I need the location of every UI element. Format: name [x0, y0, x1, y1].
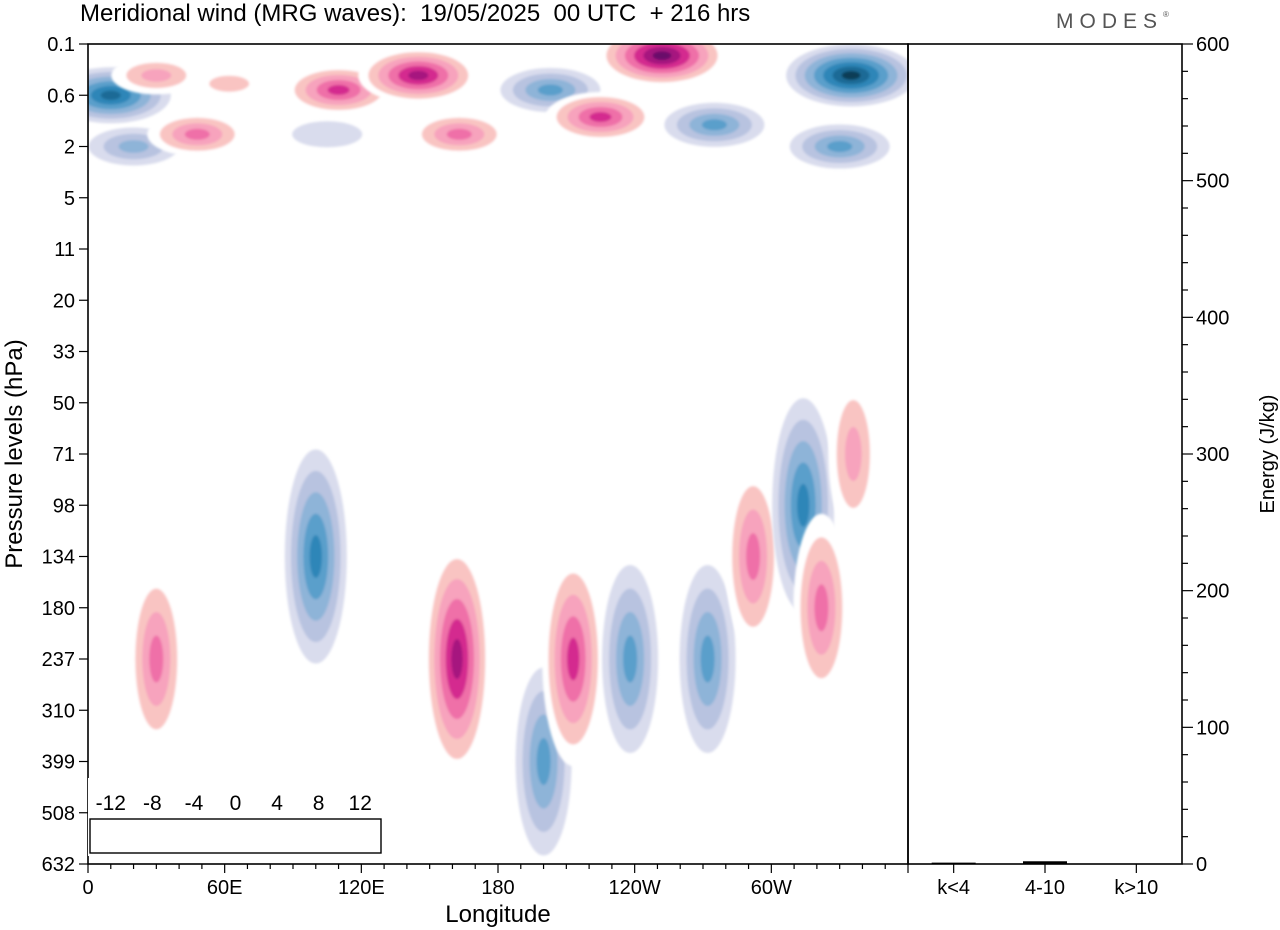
- contour-band: [408, 71, 428, 80]
- energy-category-label: 4-10: [1025, 877, 1065, 899]
- heatmap-anomaly-14: [786, 44, 916, 106]
- heatmap-anomaly-15: [790, 125, 890, 169]
- y-tick-label: 237: [42, 649, 75, 671]
- heatmap-anomaly-16: [128, 565, 184, 753]
- y-tick-label: 632: [42, 854, 75, 876]
- heatmap-plot-area: [51, 25, 916, 864]
- energy-tick-label: 600: [1196, 34, 1229, 56]
- colorbar-label: 0: [230, 792, 242, 815]
- y-tick-label: 71: [53, 444, 75, 466]
- contour-band: [149, 636, 163, 683]
- heatmap-anomaly-22: [680, 565, 736, 753]
- contour-band: [653, 51, 672, 60]
- y-tick-label: 0.1: [47, 34, 75, 56]
- contour-band: [797, 484, 809, 527]
- heatmap-anomaly-25: [793, 514, 849, 702]
- y-tick-label: 134: [42, 547, 75, 569]
- contour-band: [292, 121, 362, 147]
- x-tick-label: 120W: [609, 877, 661, 899]
- y-tick-label: 5: [64, 188, 75, 210]
- y-tick-label: 11: [54, 239, 75, 261]
- colorbar-background: [88, 778, 384, 856]
- heatmap-anomaly-18: [423, 539, 491, 779]
- x-tick-label: 120E: [338, 877, 385, 899]
- energy-tick-label: 200: [1196, 581, 1229, 603]
- heatmap-anomaly-26: [828, 373, 878, 535]
- colorbar-label: 8: [313, 792, 325, 815]
- contour-band: [702, 119, 727, 130]
- x-axis: 0 60E 120E 180 120W 60W: [82, 864, 908, 899]
- contour-band: [328, 85, 350, 95]
- heatmap-anomaly-11: [546, 92, 656, 142]
- energy-tick-label: 400: [1196, 307, 1229, 329]
- heatmap-anomaly-21: [602, 565, 658, 753]
- heatmap-anomaly-17: [285, 450, 347, 664]
- y-tick-label: 508: [42, 803, 75, 825]
- contour-band: [538, 85, 563, 96]
- energy-bar-4-10: [1023, 861, 1067, 864]
- contour-band: [827, 141, 852, 152]
- y-tick-label: 20: [53, 290, 75, 312]
- heatmap-anomaly-13: [664, 103, 764, 147]
- contour-band: [209, 76, 249, 92]
- colorbar-legend: -12 -8 -4 0 4 8 12: [88, 778, 384, 856]
- contour-band: [185, 129, 210, 140]
- x-tick-label: 0: [82, 877, 93, 899]
- x-axis-label: Longitude: [445, 901, 550, 928]
- y-tick-label: 2: [64, 137, 75, 159]
- x-tick-label: 60W: [751, 877, 792, 899]
- energy-category-label: k<4: [937, 877, 970, 899]
- y-tick-label: 50: [53, 393, 75, 415]
- y-tick-label: 98: [53, 495, 75, 517]
- contour-band: [842, 71, 861, 80]
- heatmap-anomaly-20: [542, 552, 604, 766]
- colorbar-label: 12: [349, 792, 372, 815]
- colorbar-label: -12: [96, 792, 126, 815]
- contour-band: [101, 91, 121, 100]
- colorbar-label: -8: [143, 792, 162, 815]
- chart-figure: 0 60E 120E 180 120W 60W 0.1 0.6 2 5 11 20 33 50 71 98 1…: [0, 0, 1280, 930]
- y-axis: 0.1 0.6 2 5 11 20 33 50 71 98 134 180 237 310 399 508 63…: [42, 34, 88, 876]
- y-tick-label: 310: [42, 700, 75, 722]
- contour-band: [567, 638, 579, 681]
- y-tick-label: 0.6: [47, 85, 75, 107]
- contour-band: [119, 140, 149, 153]
- y-tick-label: 33: [53, 342, 75, 364]
- contour-band: [701, 636, 715, 683]
- colorbar-label: -4: [185, 792, 204, 815]
- energy-bar-k<4: [932, 863, 976, 864]
- energy-tick-label: 300: [1196, 444, 1229, 466]
- energy-panel-frame: [908, 44, 1182, 864]
- contour-band: [623, 636, 637, 683]
- energy-axis-label: Energy (J/kg): [1257, 395, 1279, 514]
- energy-tick-label: 0: [1196, 854, 1207, 876]
- contour-band: [845, 427, 862, 481]
- heatmap-anomaly-9: [409, 112, 509, 156]
- heatmap-anomaly-12: [597, 25, 727, 87]
- contour-band: [141, 69, 171, 82]
- contour-band: [814, 584, 828, 631]
- contour-band: [447, 129, 472, 140]
- heatmap-anomaly-3: [111, 56, 201, 94]
- x-tick-label: 60E: [207, 877, 243, 899]
- energy-tick-label: 100: [1196, 717, 1229, 739]
- y-axis-label: Pressure levels (hPa): [1, 339, 28, 568]
- energy-tick-label: 500: [1196, 171, 1229, 193]
- heatmap-anomaly-5: [189, 68, 269, 100]
- energy-category-label: k>10: [1114, 877, 1158, 899]
- contour-band: [451, 639, 462, 679]
- heatmap-anomaly-4: [147, 112, 247, 156]
- x-tick-label: 180: [481, 877, 514, 899]
- colorbar-label: 4: [271, 792, 283, 815]
- contour-band: [746, 533, 760, 580]
- heatmap-anomaly-6: [292, 121, 362, 147]
- y-tick-label: 180: [42, 598, 75, 620]
- energy-axis: 0 100 200 300 400 500 600: [1182, 34, 1229, 876]
- contour-band: [537, 738, 551, 785]
- y-tick-label: 399: [42, 752, 75, 774]
- heatmap-anomaly-8: [358, 47, 478, 103]
- contour-band: [590, 112, 612, 122]
- energy-bars: k<4 4-10 k>10: [932, 861, 1159, 899]
- contour-band: [310, 535, 322, 578]
